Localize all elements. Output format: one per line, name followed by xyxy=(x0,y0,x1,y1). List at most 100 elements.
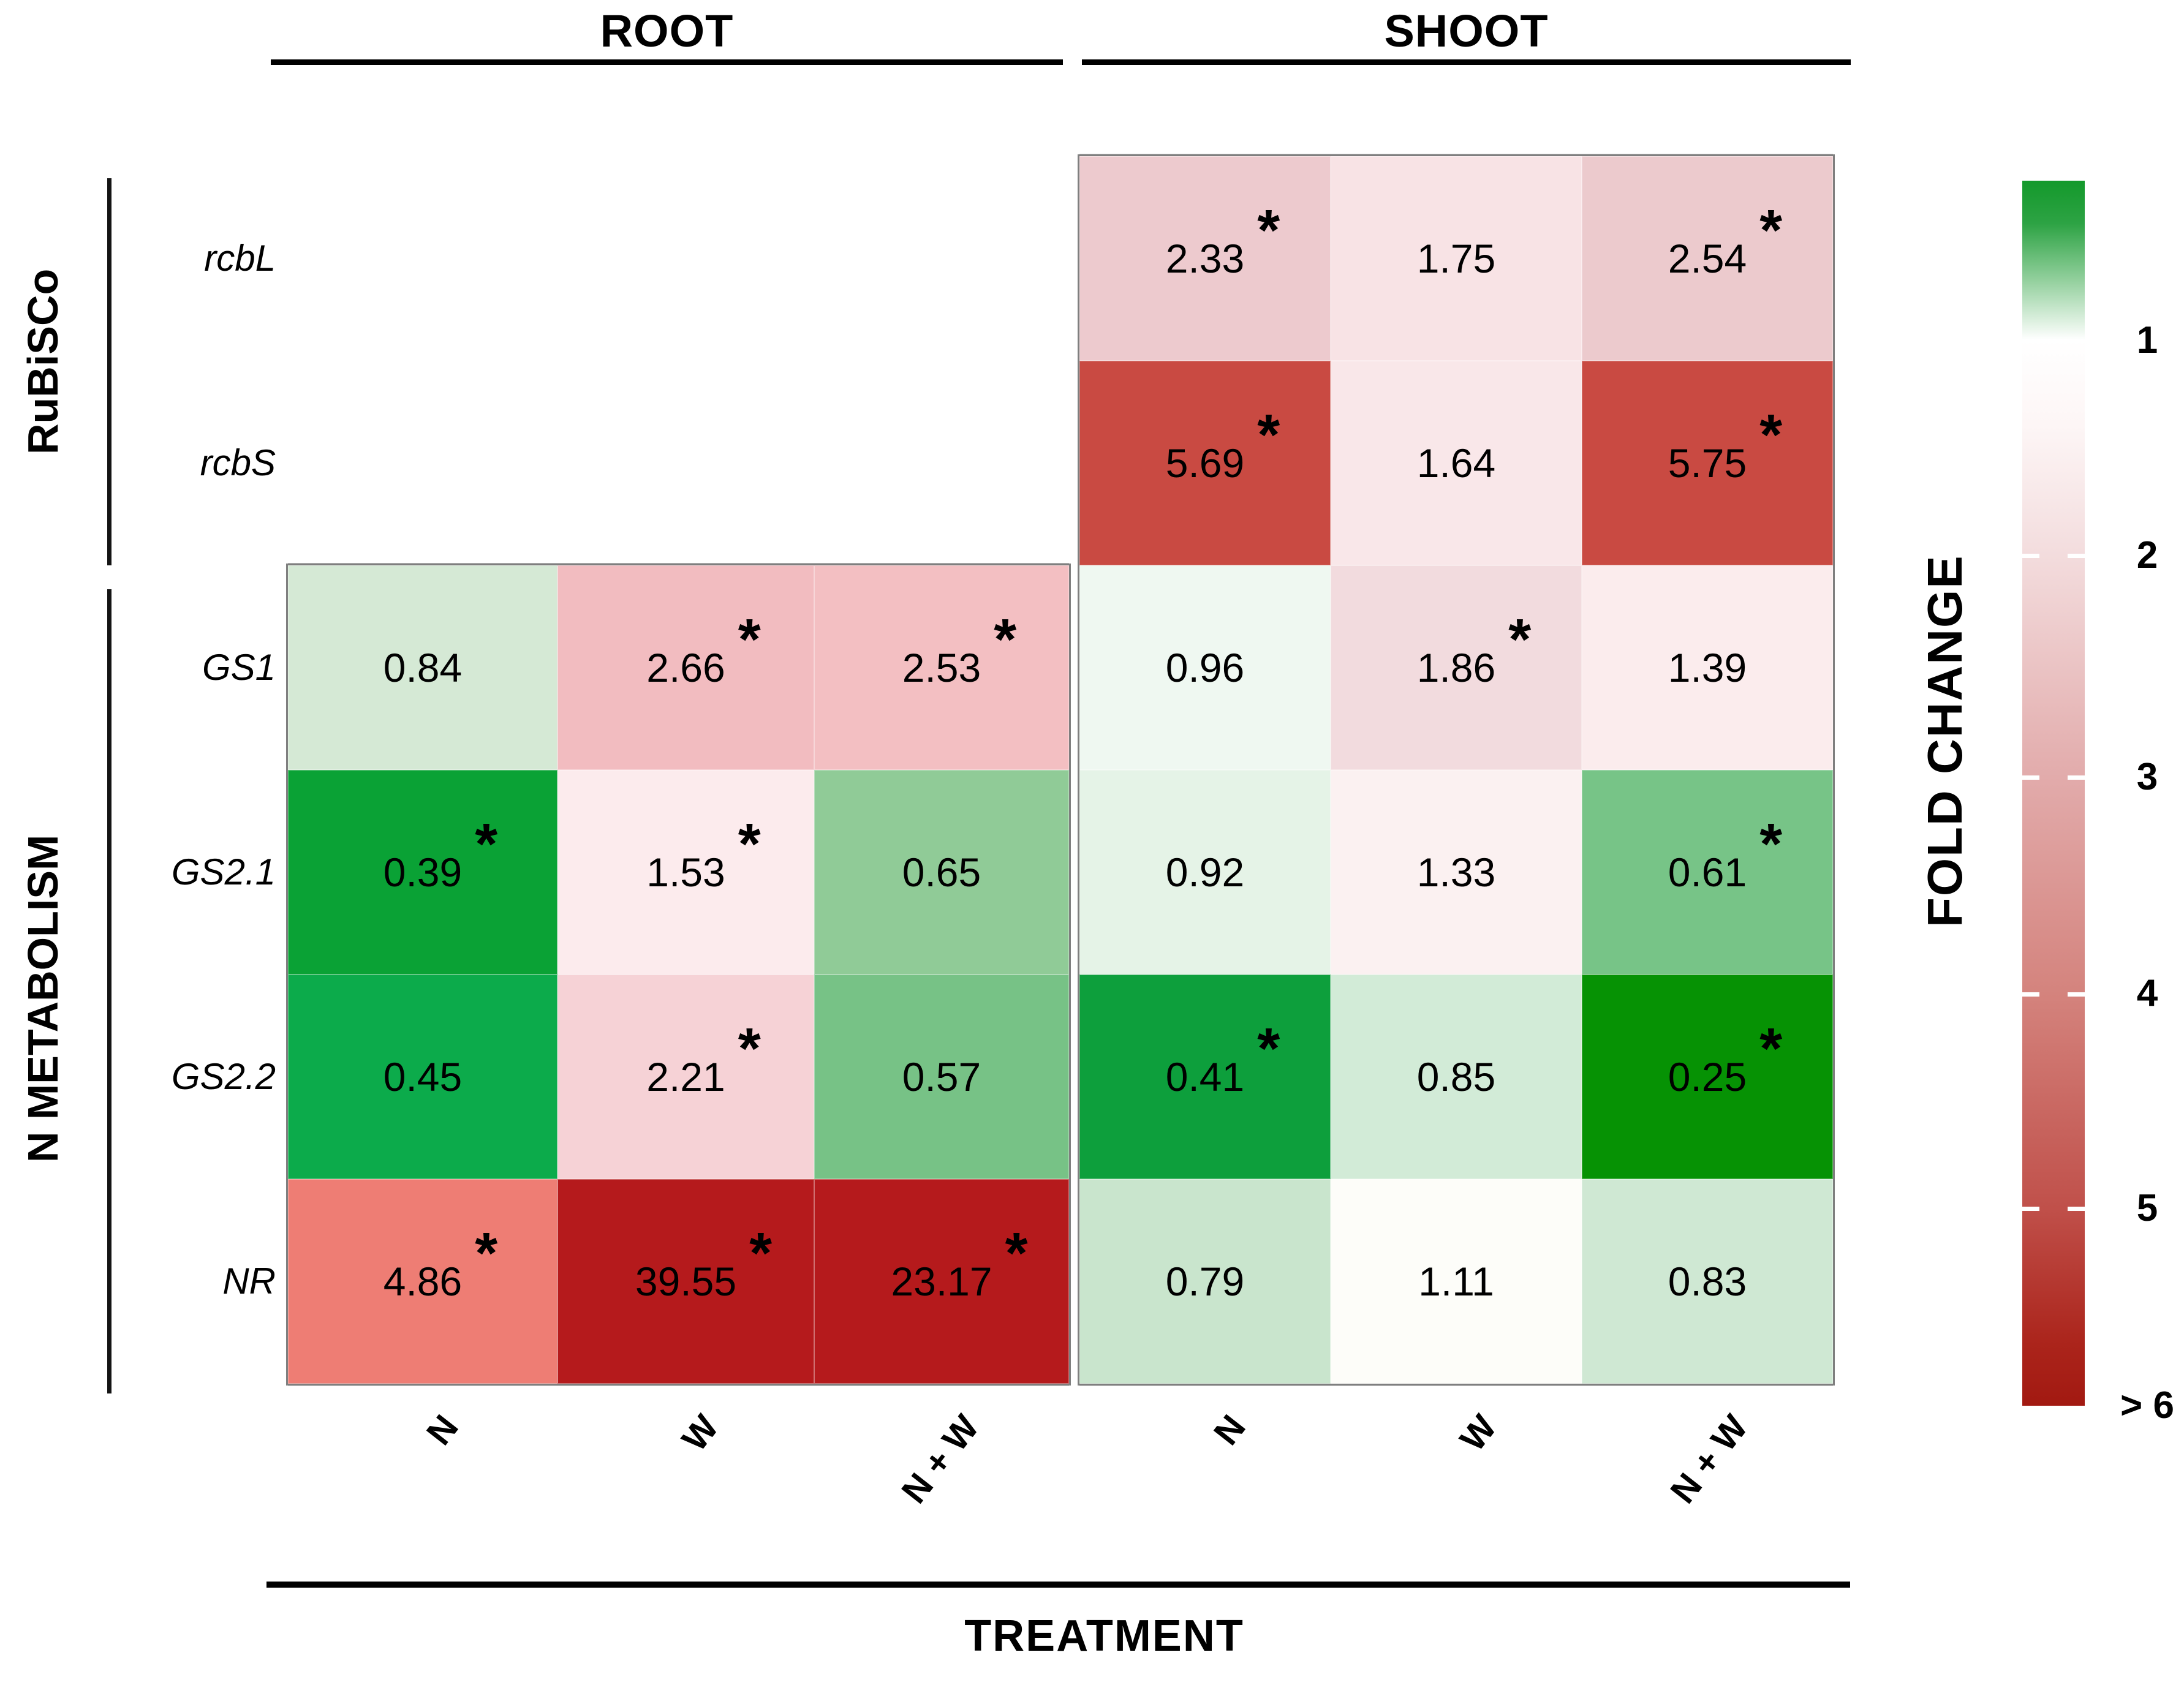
significance-asterisk: * xyxy=(738,607,761,672)
heatmap-cell-shoot-rcbL-N+W: 2.54 * xyxy=(1582,156,1833,361)
heatmap-cell-shoot-NR-W: 1.11 xyxy=(1331,1179,1582,1384)
cell-value: 2.21 * xyxy=(646,1016,761,1099)
cell-value: 1.53 * xyxy=(646,812,761,895)
significance-asterisk: * xyxy=(738,1016,761,1081)
cell-value: 0.84 xyxy=(383,645,463,690)
cell-value: 39.55 * xyxy=(635,1221,773,1304)
heatmap-cell-root-GS1-N: 0.84 xyxy=(288,565,557,770)
legend-tick-5: 5 xyxy=(2136,1187,2158,1229)
heatmap-cell-root-NR-N+W: 23.17 * xyxy=(814,1179,1069,1384)
legend-tick-mark xyxy=(2068,554,2085,558)
cell-value: 1.75 xyxy=(1416,236,1496,281)
heatmap-cell-shoot-GS2.1-W: 1.33 xyxy=(1331,770,1582,975)
cell-value: 0.61 * xyxy=(1668,812,1783,895)
heatmap-cell-shoot-NR-N+W: 0.83 xyxy=(1582,1179,1833,1384)
legend-tick-mark xyxy=(2068,1207,2085,1211)
heatmap-cell-shoot-GS2.2-N+W: 0.25 * xyxy=(1582,975,1833,1179)
n-metabolism-group-label: N METABOLISM xyxy=(19,834,67,1163)
root-header-underline xyxy=(271,59,1063,65)
legend-tick-4: 4 xyxy=(2136,972,2158,1014)
legend-tick-mark xyxy=(2022,554,2039,558)
treatment-label-shoot-W: W xyxy=(1452,1408,1505,1459)
legend-tick-mark xyxy=(2022,775,2039,780)
shoot-heatmap-grid: 2.33 * 1.75 2.54 * 5.69 * 1.64 5.75 * 0.96 1.86 * 1.3… xyxy=(1078,154,1835,1386)
legend-tick-gt6: > 6 xyxy=(2120,1384,2174,1427)
cell-value: 0.96 xyxy=(1165,645,1245,690)
heatmap-cell-shoot-GS2.2-N: 0.41 * xyxy=(1079,975,1331,1179)
cell-value: 1.39 xyxy=(1668,645,1747,690)
heatmap-cell-shoot-GS1-N+W: 1.39 xyxy=(1582,565,1833,770)
heatmap-cell-root-GS1-N+W: 2.53 * xyxy=(814,565,1069,770)
fold-change-colorbar xyxy=(2022,181,2085,1406)
significance-asterisk: * xyxy=(749,1221,773,1286)
legend-tick-mark xyxy=(2022,1207,2039,1211)
heatmap-cell-root-NR-W: 39.55 * xyxy=(557,1179,814,1384)
significance-asterisk: * xyxy=(1759,1016,1783,1081)
heatmap-cell-shoot-GS1-W: 1.86 * xyxy=(1331,565,1582,770)
cell-value: 0.83 xyxy=(1668,1259,1747,1304)
heatmap-cell-shoot-rcbL-W: 1.75 xyxy=(1331,156,1582,361)
heatmap-cell-shoot-GS2.2-W: 0.85 xyxy=(1331,975,1582,1179)
significance-asterisk: * xyxy=(1257,198,1280,263)
significance-asterisk: * xyxy=(1257,1016,1280,1081)
treatment-label-root-N: N xyxy=(418,1408,466,1453)
cell-value: 4.86 * xyxy=(383,1221,498,1304)
heatmap-cell-root-NR-N: 4.86 * xyxy=(288,1179,557,1384)
cell-value: 2.53 * xyxy=(902,607,1017,690)
significance-asterisk: * xyxy=(1759,812,1783,877)
n-metabolism-group-bracket xyxy=(107,589,111,1393)
significance-asterisk: * xyxy=(994,607,1017,672)
cell-value: 23.17 * xyxy=(891,1221,1028,1304)
gene-label-GS2.1: GS2.1 xyxy=(171,851,276,892)
shoot-panel-title: SHOOT xyxy=(1384,6,1549,56)
cell-value: 1.33 xyxy=(1416,850,1496,895)
heatmap-cell-shoot-GS1-N: 0.96 xyxy=(1079,565,1331,770)
significance-asterisk: * xyxy=(738,812,761,877)
cell-value: 1.64 xyxy=(1416,440,1496,486)
heatmap-cell-shoot-rcbS-W: 1.64 xyxy=(1331,361,1582,565)
significance-asterisk: * xyxy=(475,1221,498,1286)
cell-value: 1.11 xyxy=(1418,1259,1494,1304)
significance-asterisk: * xyxy=(1508,607,1532,672)
cell-value: 0.65 xyxy=(902,850,981,895)
rubisco-group-bracket xyxy=(107,178,111,565)
legend-tick-2: 2 xyxy=(2136,534,2158,576)
cell-value: 2.33 * xyxy=(1165,198,1280,281)
legend-tick-mark xyxy=(2022,992,2039,997)
heatmap-cell-root-GS2.2-N: 0.45 xyxy=(288,975,557,1179)
significance-asterisk: * xyxy=(1759,198,1783,263)
heatmap-cell-shoot-rcbL-N: 2.33 * xyxy=(1079,156,1331,361)
rubisco-group-label: RuBiSCo xyxy=(19,268,67,454)
shoot-header-underline xyxy=(1082,59,1851,65)
gene-label-GS1: GS1 xyxy=(202,647,276,688)
cell-value: 0.39 * xyxy=(383,812,498,895)
legend-tick-mark xyxy=(2068,992,2085,997)
cell-value: 0.79 xyxy=(1165,1259,1245,1304)
heatmap-cell-root-GS2.1-N+W: 0.65 xyxy=(814,770,1069,975)
gene-label-rcbL: rcbL xyxy=(204,238,276,279)
heatmap-cell-shoot-rcbS-N+W: 5.75 * xyxy=(1582,361,1833,565)
cell-value: 2.66 * xyxy=(646,607,761,690)
heatmap-cell-shoot-GS2.1-N: 0.92 xyxy=(1079,770,1331,975)
gene-label-GS2.2: GS2.2 xyxy=(171,1056,276,1097)
legend-tick-3: 3 xyxy=(2136,756,2158,798)
significance-asterisk: * xyxy=(1257,402,1280,467)
heatmap-cell-root-GS2.1-N: 0.39 * xyxy=(288,770,557,975)
root-panel-title: ROOT xyxy=(600,6,734,56)
significance-asterisk: * xyxy=(1759,402,1783,467)
cell-value: 0.25 * xyxy=(1668,1016,1783,1099)
root-heatmap-grid: 0.84 2.66 * 2.53 * 0.39 * 1.53 * 0.65 0.45 2.21 * 0.5… xyxy=(286,564,1071,1386)
treatment-label-root-W: W xyxy=(674,1408,727,1459)
cell-value: 0.45 xyxy=(383,1054,463,1099)
cell-value: 0.41 * xyxy=(1165,1016,1280,1099)
heatmap-cell-shoot-GS2.1-N+W: 0.61 * xyxy=(1582,770,1833,975)
heatmap-cell-shoot-NR-N: 0.79 xyxy=(1079,1179,1331,1384)
heatmap-cell-root-GS2.2-N+W: 0.57 xyxy=(814,975,1069,1179)
heatmap-cell-shoot-rcbS-N: 5.69 * xyxy=(1079,361,1331,565)
cell-value: 0.92 xyxy=(1165,850,1245,895)
significance-asterisk: * xyxy=(475,812,498,877)
treatment-label-root-NW: N + W xyxy=(894,1408,987,1511)
heatmap-cell-root-GS2.1-W: 1.53 * xyxy=(557,770,814,975)
cell-value: 5.69 * xyxy=(1165,402,1280,486)
